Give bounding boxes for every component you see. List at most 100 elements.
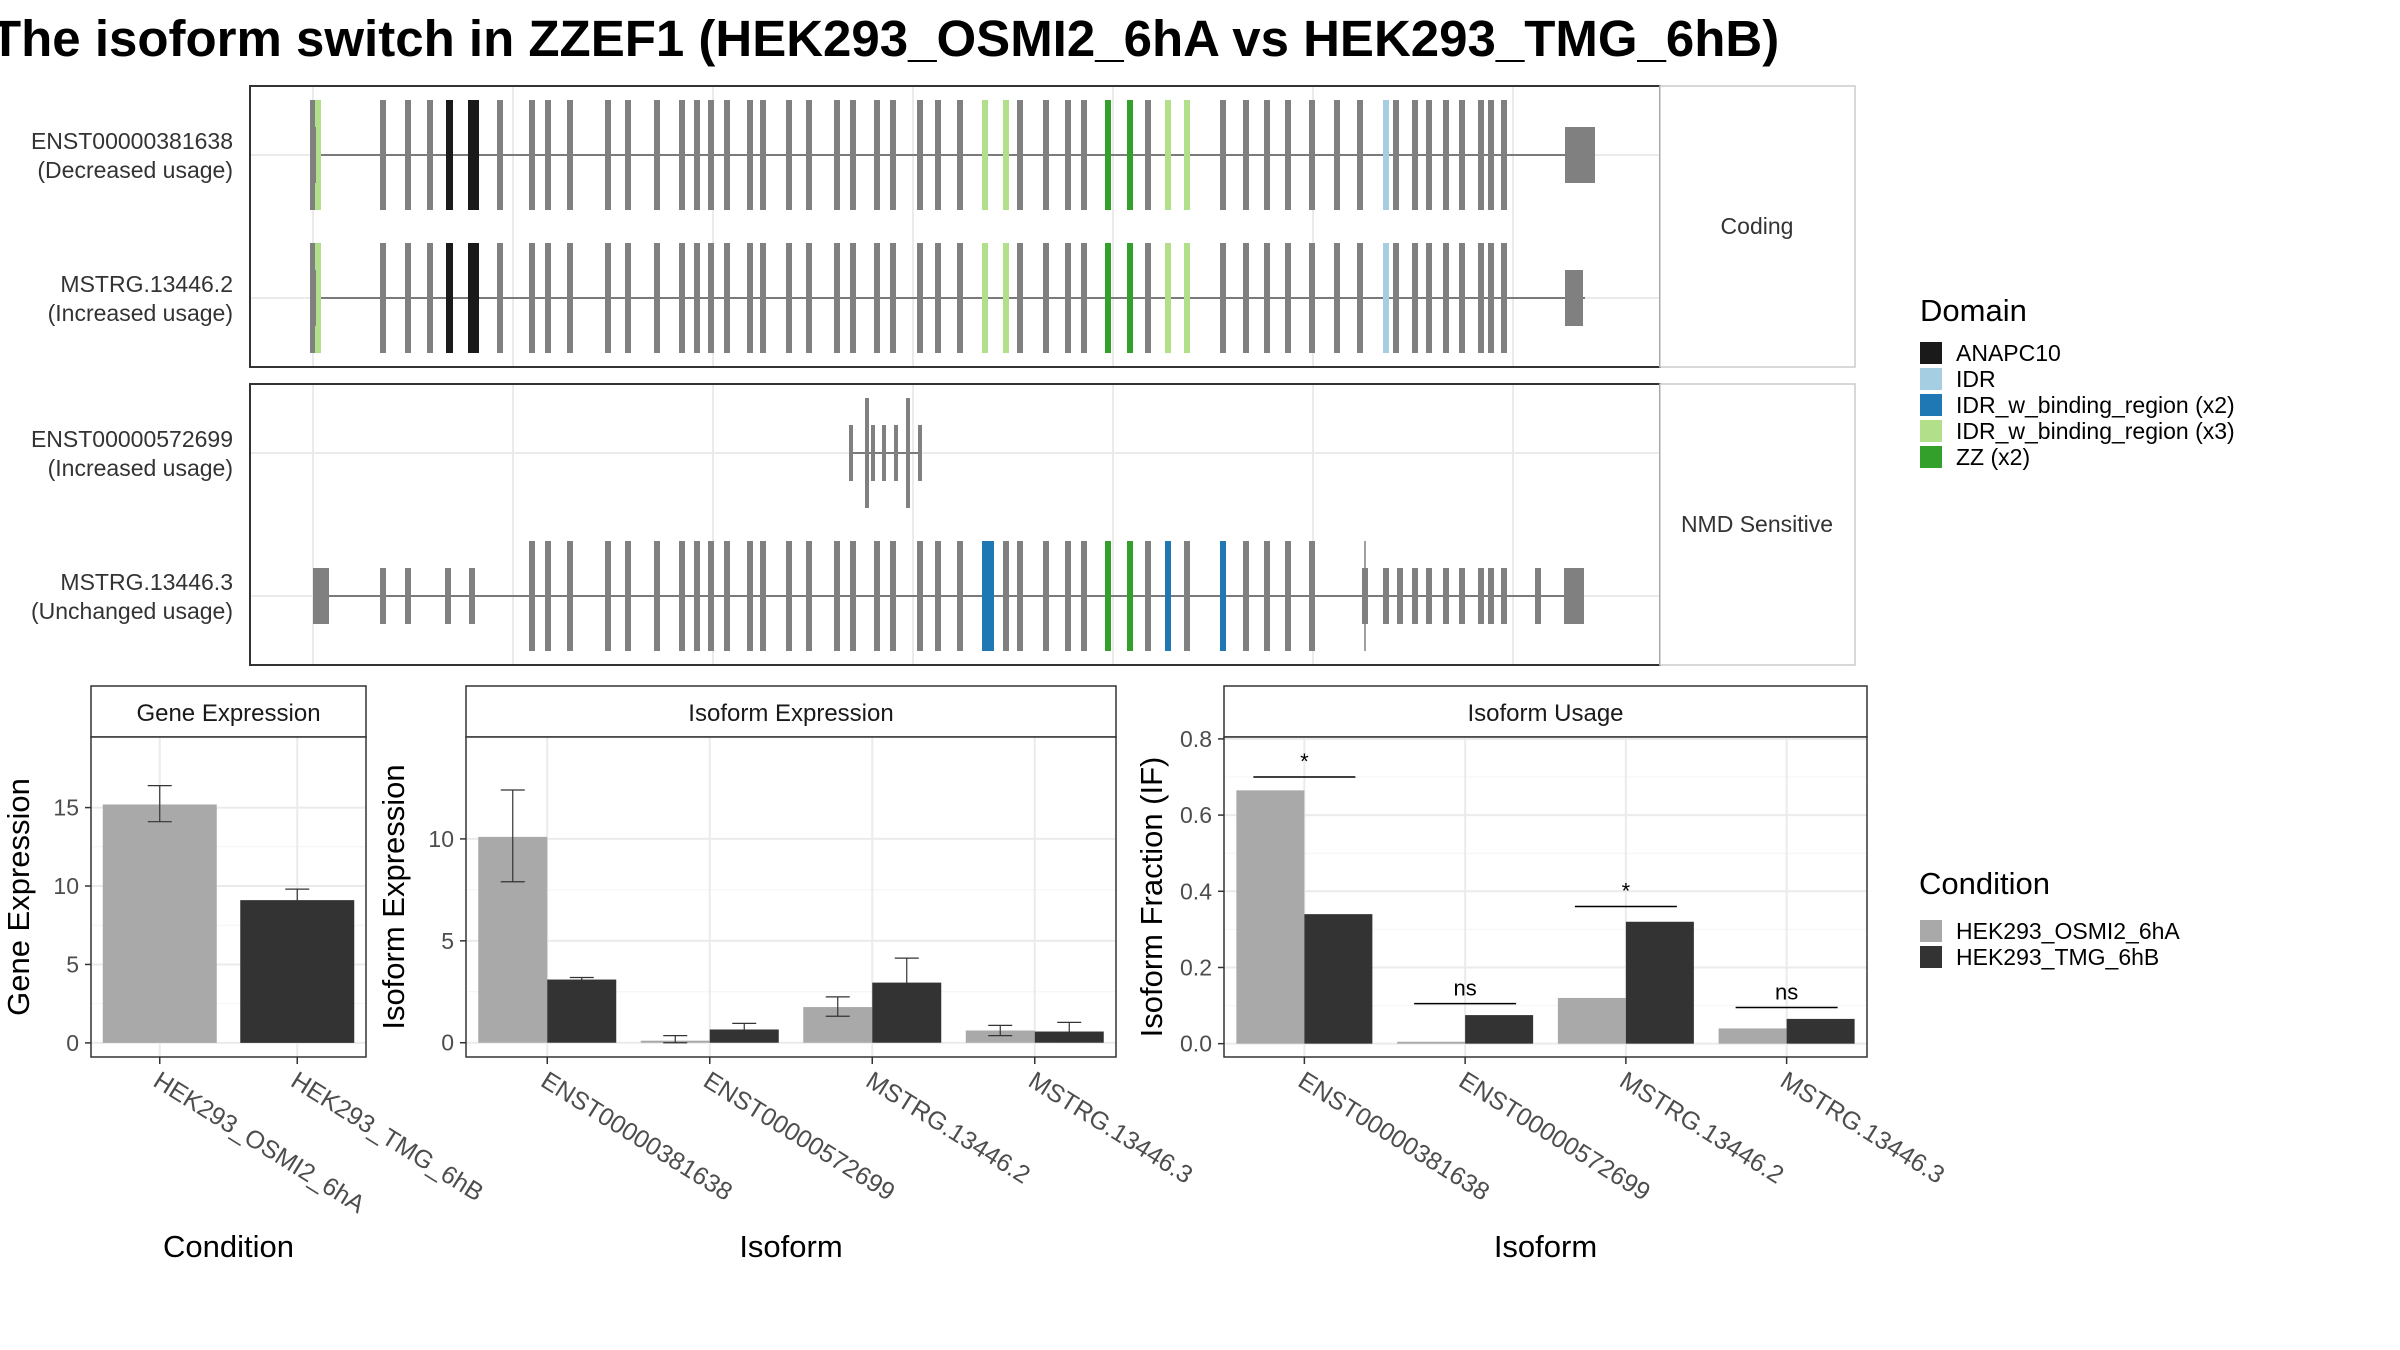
y-tick-label: 10	[53, 873, 79, 899]
exon	[1184, 541, 1190, 651]
y-tick-label: 10	[428, 826, 454, 852]
exon	[1003, 100, 1009, 210]
exon	[1145, 100, 1151, 210]
exon	[724, 541, 730, 651]
exon	[1488, 243, 1494, 353]
exon	[1285, 100, 1291, 210]
exon	[567, 243, 573, 353]
domain-legend-label: ZZ (x2)	[1956, 444, 2030, 470]
transcript-usage-4: (Unchanged usage)	[31, 598, 233, 624]
exon	[694, 243, 700, 353]
bar	[1625, 921, 1694, 1044]
domain-legend-swatch	[1920, 446, 1942, 468]
exon	[567, 100, 573, 210]
transcript-usage-3: (Increased usage)	[48, 455, 233, 481]
exon	[760, 243, 766, 353]
exon	[1393, 243, 1399, 353]
exon	[380, 568, 386, 624]
transcript-structure-panel: Coding NMD Sensitive ENST00000381638 (De…	[31, 85, 1856, 666]
bar	[1465, 1015, 1534, 1044]
exon	[1443, 100, 1449, 210]
significance-label: *	[1300, 749, 1309, 774]
exon	[468, 100, 474, 210]
exon	[473, 243, 479, 353]
exon	[694, 541, 700, 651]
exon	[1383, 568, 1389, 624]
exon	[1535, 568, 1541, 624]
exon	[1393, 100, 1399, 210]
x-axis-title: Isoform	[739, 1229, 842, 1264]
y-tick-label: 0.8	[1180, 726, 1212, 752]
exon	[1017, 243, 1023, 353]
bar-panel: Isoform Usage0.00.20.40.60.8*ENST0000038…	[1134, 685, 1949, 1264]
bar	[965, 1030, 1035, 1043]
exon	[427, 243, 433, 353]
transcript-usage-2: (Increased usage)	[48, 300, 233, 326]
exon	[1043, 541, 1049, 651]
exon	[1105, 541, 1111, 651]
exon	[1426, 568, 1432, 624]
y-axis-title: Isoform Expression	[376, 764, 411, 1029]
panel-title: Isoform Usage	[1467, 700, 1623, 727]
figure-title: The isoform switch in ZZEF1 (HEK293_OSMI…	[0, 10, 1779, 67]
exon	[1383, 100, 1389, 210]
exon	[694, 100, 700, 210]
transcript-usage: (Increased usage)	[48, 300, 233, 326]
y-tick-label: 0.6	[1180, 802, 1212, 828]
exon	[1243, 100, 1249, 210]
exon	[871, 425, 875, 481]
exon	[625, 541, 631, 651]
y-axis-title: Isoform Fraction (IF)	[1134, 757, 1169, 1038]
exon	[1264, 100, 1270, 210]
exon	[982, 243, 988, 353]
exon	[380, 100, 386, 210]
exon	[567, 541, 573, 651]
exon	[834, 541, 840, 651]
exon	[874, 100, 880, 210]
domain-legend-swatch	[1920, 420, 1942, 442]
exon	[654, 243, 660, 353]
exon	[874, 243, 880, 353]
bar	[709, 1029, 779, 1043]
panel-title: Isoform Expression	[688, 700, 893, 727]
exon	[1357, 243, 1363, 353]
coding-panel	[249, 85, 1661, 368]
y-tick-label: 15	[53, 795, 79, 821]
exon	[529, 100, 535, 210]
coding-facet-strip	[1659, 85, 1856, 368]
exon	[1081, 243, 1087, 353]
exon	[1309, 541, 1315, 651]
exon	[1065, 243, 1071, 353]
bar	[102, 804, 217, 1043]
exon	[806, 541, 812, 651]
exon	[529, 243, 535, 353]
exon	[405, 568, 411, 624]
exon	[747, 541, 753, 651]
bar	[1557, 997, 1626, 1044]
exon	[427, 100, 433, 210]
condition-legend-title: Condition	[1919, 866, 2050, 901]
transcript-tracks	[310, 100, 1595, 651]
exon	[605, 243, 611, 353]
transcript-id: ENST00000381638	[31, 128, 233, 154]
y-tick-label: 0	[66, 1030, 79, 1056]
exon	[1243, 243, 1249, 353]
transcript-usage-1: (Decreased usage)	[37, 157, 233, 183]
exon	[806, 100, 812, 210]
condition-legend-swatch	[1920, 946, 1942, 968]
domain-legend-swatch	[1920, 394, 1942, 416]
exon	[1184, 243, 1190, 353]
transcript-id: MSTRG.13446.3	[60, 569, 233, 595]
exon	[654, 541, 660, 651]
transcript-usage: (Decreased usage)	[37, 157, 233, 183]
exon	[1478, 100, 1484, 210]
exon	[1081, 541, 1087, 651]
exon	[760, 100, 766, 210]
domain-legend-title: Domain	[1920, 293, 2027, 328]
transcript-label-3: ENST00000572699	[31, 426, 233, 452]
exon	[1220, 541, 1226, 651]
plot-border	[90, 736, 367, 1058]
